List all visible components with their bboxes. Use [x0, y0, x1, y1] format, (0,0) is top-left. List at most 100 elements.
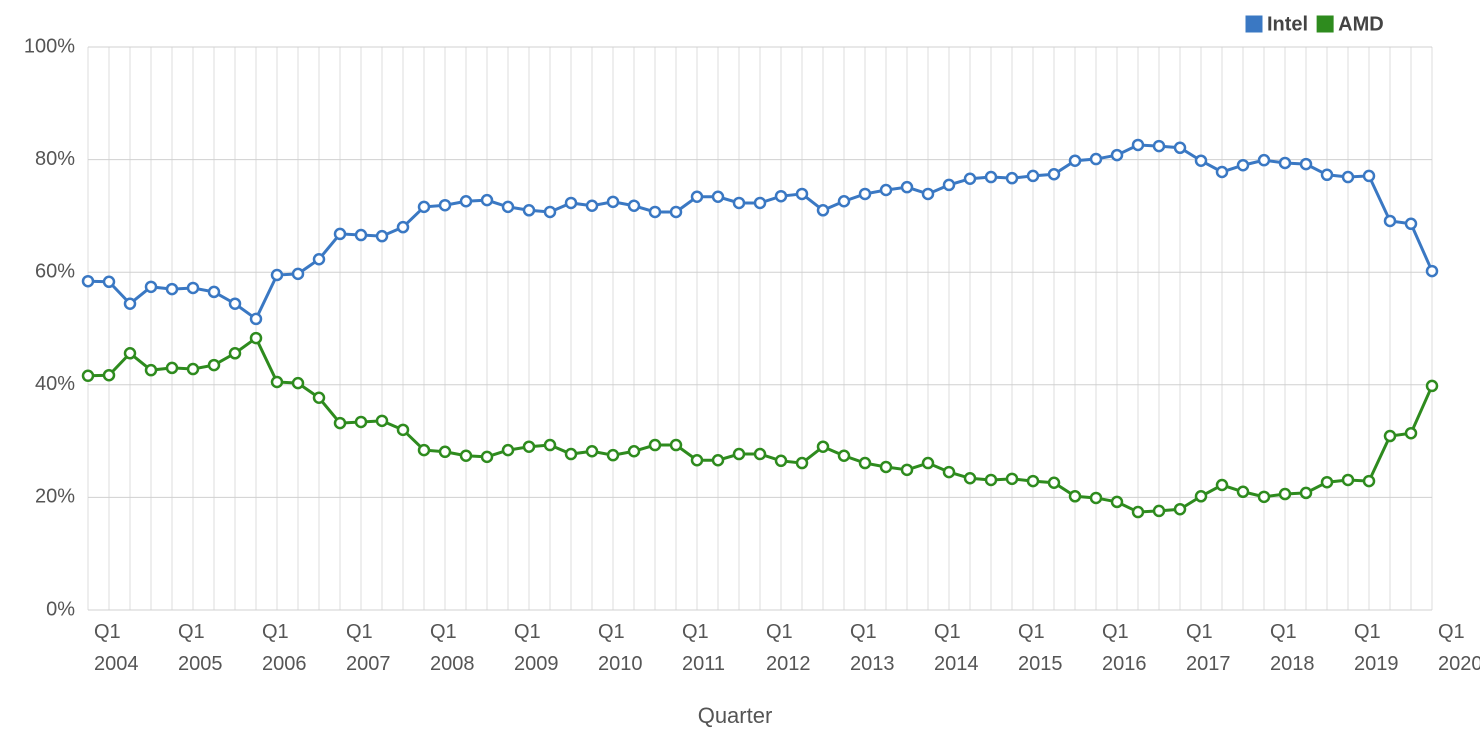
point [732, 447, 746, 461]
point [984, 170, 998, 184]
point [354, 415, 368, 429]
x-tick-label: Q1 2015 [1018, 621, 1063, 675]
point [753, 447, 767, 461]
point [1425, 379, 1439, 393]
point [1047, 476, 1061, 490]
x-tick-label: Q1 2006 [262, 621, 307, 675]
point [1320, 168, 1334, 182]
point [123, 297, 137, 310]
point [438, 445, 452, 459]
x-axis-label: Quarter [698, 703, 773, 728]
y-tick-label: 100% [24, 35, 75, 57]
point [207, 285, 221, 299]
point [228, 347, 242, 360]
point [1026, 474, 1040, 488]
point [753, 196, 767, 210]
point [1404, 426, 1418, 440]
point [1383, 429, 1397, 443]
point [1299, 486, 1313, 500]
point [585, 199, 599, 213]
point [354, 228, 368, 242]
point [270, 268, 284, 282]
point [1026, 169, 1040, 183]
point [564, 196, 578, 210]
point [438, 198, 452, 212]
point [375, 414, 389, 428]
x-tick-label: Q1 2013 [850, 621, 895, 675]
point [1215, 478, 1229, 492]
point [165, 282, 179, 296]
point [522, 204, 536, 217]
point [396, 220, 410, 234]
y-tick-label: 60% [35, 260, 75, 282]
point [522, 440, 536, 453]
point [858, 456, 872, 470]
point [1068, 154, 1082, 167]
point [396, 423, 410, 437]
x-tick-label: Q1 2010 [598, 621, 643, 675]
point [501, 200, 515, 214]
x-tick-label: Q1 2016 [1102, 621, 1147, 675]
point [900, 463, 914, 477]
point [480, 450, 494, 464]
point [186, 281, 200, 295]
legend-swatch [1315, 14, 1335, 34]
point [627, 199, 641, 213]
x-tick-label: Q1 2017 [1186, 621, 1231, 675]
point [984, 473, 998, 487]
point [942, 178, 956, 192]
point [249, 331, 263, 345]
point [648, 205, 662, 219]
point [1194, 154, 1208, 167]
y-tick-label: 40% [35, 373, 75, 395]
point [900, 180, 914, 194]
x-tick-label: Q1 2009 [514, 621, 559, 675]
x-tick-label: Q1 2008 [430, 621, 475, 675]
point [732, 196, 746, 210]
point [879, 183, 893, 197]
point [921, 456, 935, 470]
point [81, 274, 95, 288]
point [270, 375, 284, 389]
point [165, 361, 179, 375]
point [375, 229, 389, 243]
point [795, 456, 809, 470]
point [858, 187, 872, 201]
x-tick-label: Q1 2014 [934, 621, 979, 675]
point [1362, 474, 1376, 488]
point [1068, 490, 1082, 503]
point [543, 438, 557, 452]
x-tick-label: Q1 2012 [766, 621, 811, 675]
point [1383, 214, 1397, 228]
point [1215, 165, 1229, 179]
point [1425, 264, 1439, 278]
point [1131, 138, 1145, 152]
point [1152, 139, 1166, 153]
point [1341, 170, 1355, 184]
point [711, 453, 725, 467]
point [1362, 169, 1376, 183]
point [606, 448, 620, 462]
point [690, 453, 704, 467]
point [1173, 502, 1187, 516]
point [1341, 473, 1355, 487]
point [1089, 152, 1103, 166]
point [585, 444, 599, 458]
x-tick-label: Q1 2019 [1354, 621, 1399, 675]
point [333, 416, 347, 430]
point [1110, 148, 1124, 162]
point [417, 443, 431, 457]
point [312, 391, 326, 404]
point [186, 362, 200, 376]
point [1005, 472, 1019, 486]
point [1320, 475, 1334, 489]
point [816, 440, 830, 453]
point [648, 438, 662, 452]
point [837, 195, 851, 208]
point [291, 267, 305, 281]
point [102, 275, 116, 289]
point [1236, 158, 1250, 172]
x-tick-label: Q1 2018 [1270, 621, 1315, 675]
